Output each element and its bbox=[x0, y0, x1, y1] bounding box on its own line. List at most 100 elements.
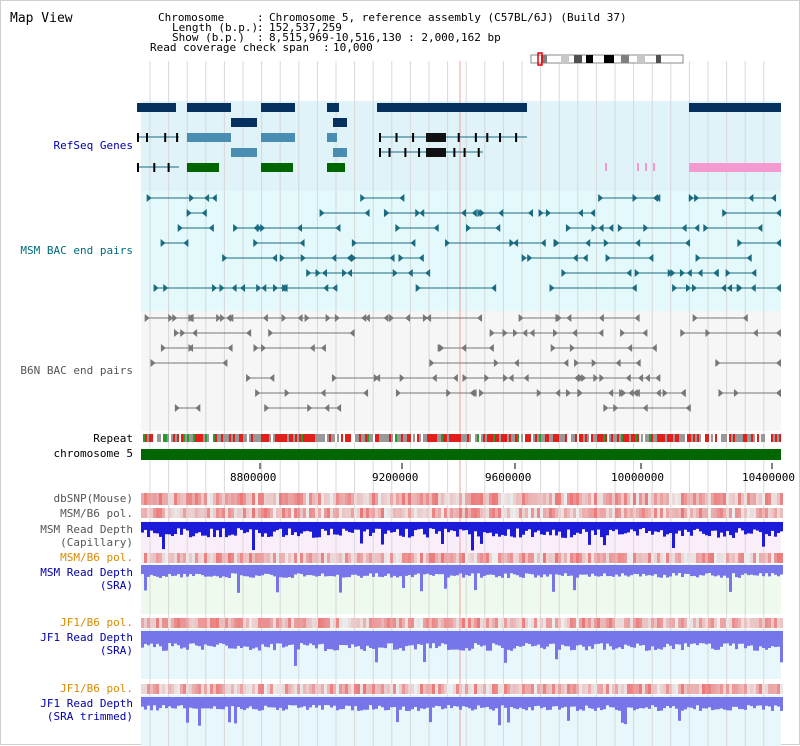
msm-pol-heat-cell bbox=[255, 508, 258, 518]
msm-depth-cap-bar bbox=[288, 522, 291, 529]
msm-pol-heat-cell bbox=[156, 508, 159, 518]
msm-pol-heat-cell bbox=[372, 553, 375, 563]
jf1-depth-trim-bar bbox=[249, 697, 252, 707]
jf1-depth-sra-bar bbox=[234, 631, 237, 649]
track-label-msm-bac[interactable]: MSM BAC end pairs bbox=[20, 244, 133, 257]
msm-depth-sra-bar bbox=[363, 565, 366, 576]
jf1-depth-sra-bar bbox=[417, 631, 420, 645]
msm-pol-heat-cell bbox=[696, 508, 699, 518]
jf1-pol-heat-cell bbox=[210, 618, 213, 628]
b6n-bac-end-marker bbox=[246, 329, 252, 337]
jf1-depth-trim-bar bbox=[378, 697, 381, 706]
repeat-segment bbox=[469, 434, 471, 442]
track-label-jf1-pol-1: JF1/B6 pol. bbox=[60, 616, 133, 629]
jf1-depth-trim-bar bbox=[663, 697, 666, 709]
msm-depth-cap-bar bbox=[561, 522, 564, 538]
repeat-segment bbox=[537, 434, 539, 442]
repeat-segment bbox=[527, 434, 529, 442]
msm-depth-cap-bar bbox=[534, 522, 537, 533]
msm-depth-cap-bar bbox=[216, 522, 219, 531]
msm-depth-sra-bar bbox=[333, 565, 336, 577]
jf1-pol-heat-cell bbox=[504, 618, 507, 628]
msm-bac-end-marker bbox=[383, 209, 389, 217]
repeat-segment bbox=[305, 434, 307, 442]
msm-depth-sra-bar bbox=[225, 565, 228, 578]
msm-pol-heat-cell bbox=[702, 553, 705, 563]
jf1-pol-heat-cell bbox=[294, 684, 297, 694]
jf1-pol-heat-cell bbox=[642, 684, 645, 694]
jf1-depth-sra-bar bbox=[675, 631, 678, 645]
jf1-pol-heat-cell bbox=[561, 618, 564, 628]
msm-pol-heat-cell bbox=[198, 553, 201, 563]
msm-bac-end-marker bbox=[471, 209, 477, 217]
msm-depth-sra-bar bbox=[414, 565, 417, 575]
jf1-depth-trim-bar bbox=[339, 697, 342, 710]
msm-pol-heat-cell bbox=[756, 553, 759, 563]
b6n-bac-end-marker bbox=[742, 314, 748, 322]
jf1-pol-heat-cell bbox=[207, 684, 210, 694]
msm-depth-cap-bar bbox=[567, 522, 570, 530]
repeat-segment bbox=[277, 434, 279, 442]
jf1-pol-heat-cell bbox=[162, 684, 165, 694]
msm-pol-heat-cell bbox=[417, 508, 420, 518]
gene-tick bbox=[605, 163, 607, 171]
jf1-depth-sra-bar bbox=[648, 631, 651, 651]
msm-pol-heat-cell bbox=[573, 553, 576, 563]
msm-pol-heat-cell bbox=[597, 553, 600, 563]
jf1-depth-trim-bar bbox=[543, 697, 546, 708]
msm-depth-sra-bar bbox=[780, 565, 783, 575]
jf1-depth-sra-bar bbox=[600, 631, 603, 644]
jf1-depth-trim-bar bbox=[270, 697, 273, 708]
jf1-depth-trim-bar bbox=[243, 697, 246, 711]
msm-depth-cap-bar bbox=[396, 522, 399, 530]
msm-depth-sra-bar bbox=[618, 565, 621, 577]
msm-depth-sra-bar bbox=[768, 565, 771, 577]
jf1-pol-heat-cell bbox=[258, 618, 261, 628]
jf1-depth-trim-bar bbox=[165, 697, 168, 709]
msm-pol-heat-cell bbox=[291, 508, 294, 518]
jf1-pol-heat-cell bbox=[189, 684, 192, 694]
msm-depth-sra-bar bbox=[381, 565, 384, 578]
msm-depth-cap-bar bbox=[330, 522, 333, 529]
repeat-segment bbox=[279, 434, 281, 442]
jf1-pol-heat-cell bbox=[306, 684, 309, 694]
jf1-depth-sra-bar bbox=[747, 631, 750, 646]
msm-pol-heat-cell bbox=[528, 508, 531, 518]
msm-bac-end-marker bbox=[332, 284, 338, 292]
msm-pol-heat-cell bbox=[408, 553, 411, 563]
jf1-pol-heat-cell bbox=[747, 618, 750, 628]
jf1-depth-trim-bar bbox=[204, 697, 207, 709]
dbsnp-heat-cell bbox=[693, 493, 696, 505]
msm-depth-sra-bar bbox=[351, 565, 354, 575]
msm-depth-cap-bar bbox=[318, 522, 321, 538]
msm-depth-cap-bar bbox=[222, 522, 225, 529]
msm-depth-sra-bar bbox=[234, 565, 237, 574]
jf1-depth-trim-bar bbox=[498, 697, 501, 726]
jf1-pol-heat-cell bbox=[156, 684, 159, 694]
repeat-segment bbox=[435, 434, 437, 442]
dbsnp-heat-cell bbox=[456, 493, 459, 505]
msm-pol-heat-cell bbox=[729, 553, 732, 563]
jf1-pol-heat-cell bbox=[768, 684, 771, 694]
jf1-depth-sra-bar bbox=[612, 631, 615, 650]
jf1-depth-trim-bar bbox=[753, 697, 756, 709]
track-label-refseq[interactable]: RefSeq Genes bbox=[53, 139, 133, 152]
jf1-pol-heat-cell bbox=[729, 684, 732, 694]
msm-pol-heat-cell bbox=[561, 553, 564, 563]
jf1-pol-heat-cell bbox=[600, 684, 603, 694]
msm-depth-cap-bar bbox=[168, 522, 171, 535]
msm-pol-heat-cell bbox=[540, 508, 543, 518]
track-label-b6n-bac[interactable]: B6N BAC end pairs bbox=[20, 364, 133, 377]
msm-pol-heat-cell bbox=[411, 553, 414, 563]
msm-depth-sra-bar bbox=[429, 565, 432, 575]
msm-depth-sra-bar bbox=[150, 565, 153, 575]
jf1-pol-heat-cell bbox=[708, 618, 711, 628]
jf1-depth-trim-bar bbox=[561, 697, 564, 708]
jf1-pol-heat-cell bbox=[180, 618, 183, 628]
jf1-depth-trim-bar bbox=[228, 697, 231, 723]
b6n-bac-end-marker bbox=[489, 329, 495, 337]
jf1-depth-trim-bar bbox=[633, 697, 636, 711]
jf1-depth-trim-bar bbox=[618, 697, 621, 711]
jf1-pol-heat-cell bbox=[252, 618, 255, 628]
